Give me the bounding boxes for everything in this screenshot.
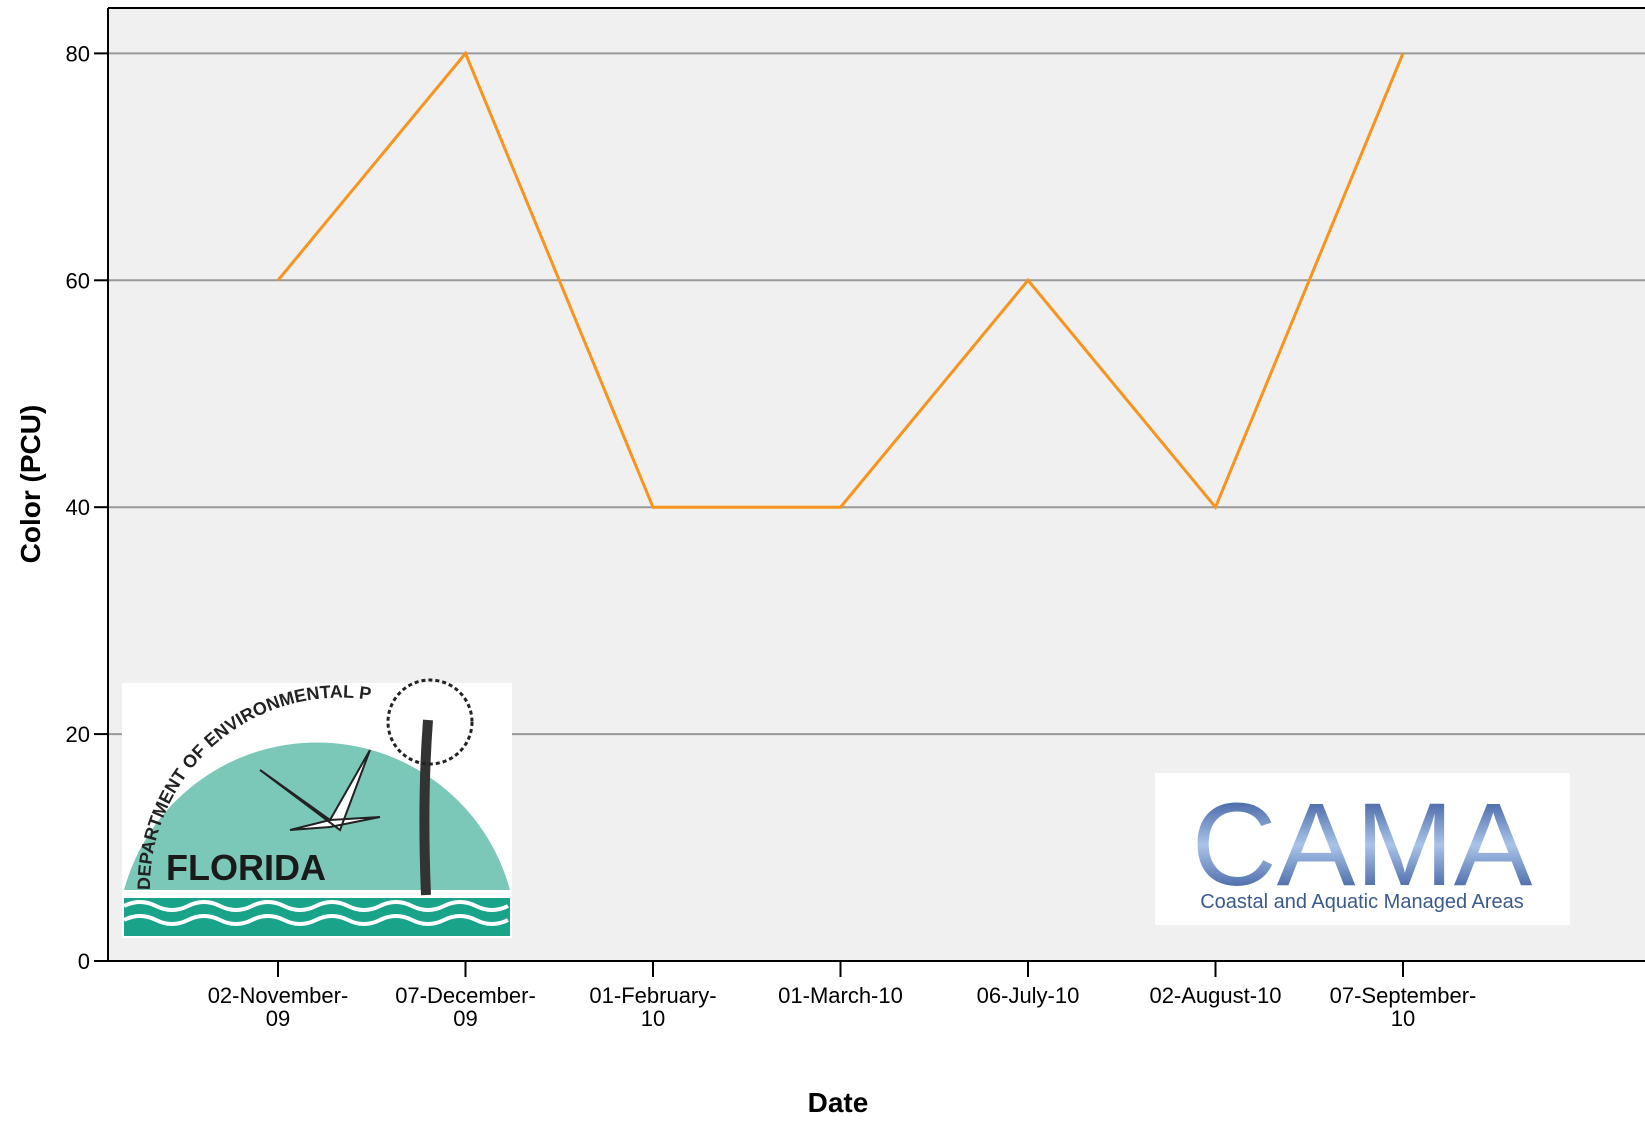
y-tick-label: 0: [78, 949, 90, 974]
y-tick-label: 20: [66, 722, 90, 747]
y-tick-label: 80: [66, 41, 90, 66]
cama-logo: CAMA Coastal and Aquatic Managed Areas: [1155, 773, 1570, 925]
x-tick-label: 02-August-10: [1149, 983, 1282, 1008]
x-tick-label: 01-February-10: [589, 983, 717, 1031]
data-line: [276, 50, 1405, 511]
x-tick-label: 01-March-10: [778, 983, 903, 1008]
y-tick-label: 60: [66, 268, 90, 293]
logo-text: FLORIDA: [166, 847, 326, 888]
x-tick-label: 07-December-09: [395, 983, 536, 1031]
y-axis-title: Color (PCU): [15, 405, 46, 564]
x-tick-label: 06-July-10: [976, 983, 1080, 1008]
x-axis-title: Date: [808, 1087, 869, 1118]
y-tick-label: 40: [66, 495, 90, 520]
x-tick-label: 02-November-09: [207, 983, 349, 1031]
logo-text: CAMA: [1192, 779, 1533, 911]
x-tick-label: 07-September-10: [1329, 983, 1477, 1031]
logo-subtext: Coastal and Aquatic Managed Areas: [1200, 891, 1524, 913]
